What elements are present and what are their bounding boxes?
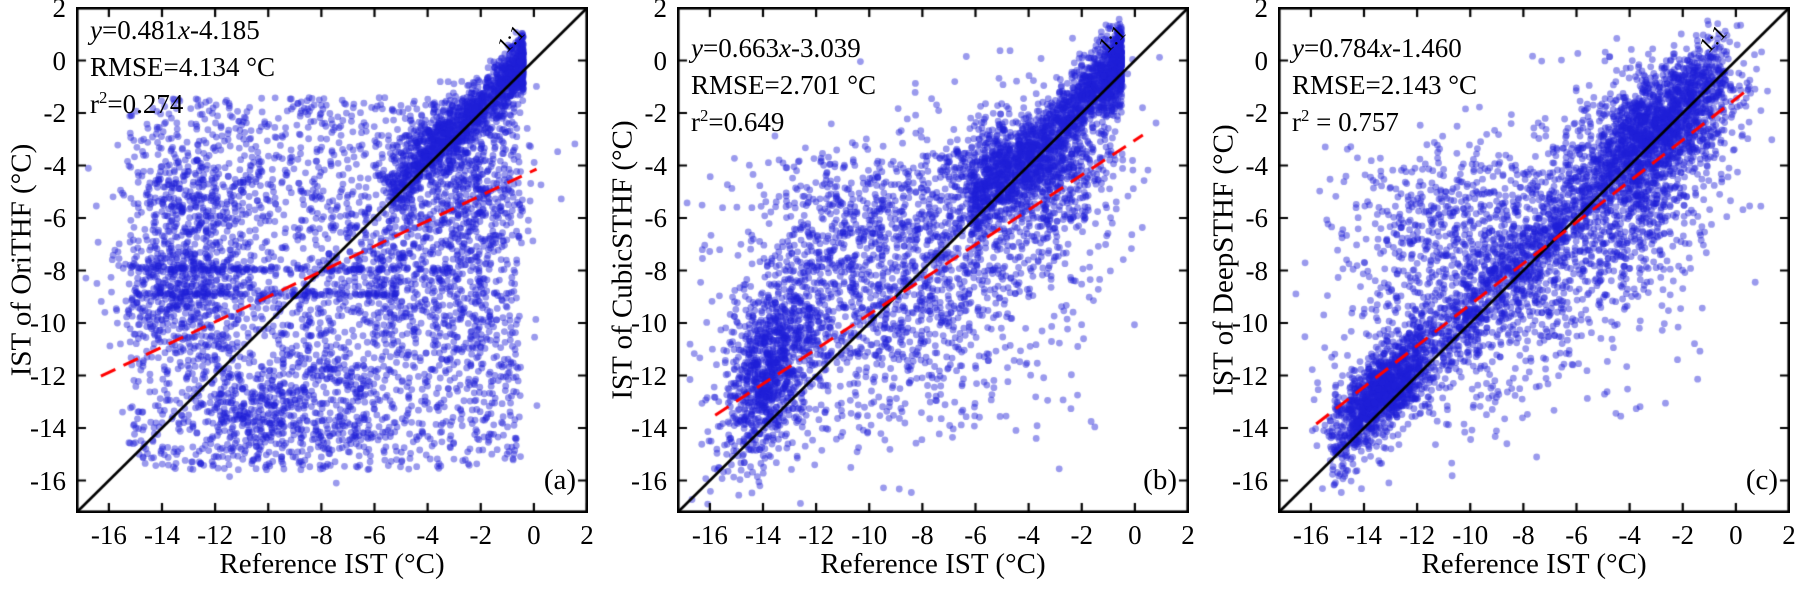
x-tick-label: -6 [1565, 520, 1588, 550]
y-tick-label: -8 [1245, 255, 1269, 286]
y-tick-label: -6 [1245, 203, 1269, 233]
x-tick-label: 2 [1181, 520, 1195, 550]
x-tick-label: -2 [1070, 520, 1094, 550]
y-tick-label: 0 [1254, 45, 1269, 76]
rmse-text: RMSE=4.134 °C [90, 52, 276, 82]
x-tick-label: -4 [1017, 520, 1040, 550]
y-tick-label: -2 [43, 98, 67, 128]
y-tick-label: -6 [644, 203, 668, 233]
y-tick-label: 2 [653, 0, 668, 23]
x-axis-title: Reference IST (°C) [219, 548, 445, 580]
y-tick-label: -14 [1232, 413, 1268, 443]
x-axis-title: Reference IST (°C) [1421, 548, 1647, 580]
x-tick-label: -4 [416, 520, 439, 550]
x-tick-label: -4 [1618, 520, 1641, 550]
x-tick-label: -10 [851, 520, 888, 550]
y-tick-label: -2 [1245, 98, 1269, 128]
equation-text: y=0.481x-4.185 [90, 15, 260, 45]
y-tick-label: -16 [1232, 465, 1268, 496]
x-tick-label: 0 [1729, 520, 1743, 550]
stats-annotation: y=0.784x-1.460 RMSE=2.143 °C r2 = 0.757 [1292, 30, 1477, 141]
panel-tag: (c) [1745, 464, 1778, 496]
rmse-text: RMSE=2.701 °C [691, 70, 877, 100]
r-squared-text: r2 = 0.757 [1292, 106, 1399, 137]
x-tick-label: -2 [469, 520, 493, 550]
panel-c: IST of DeepSTHF (°C) -16 -14 -12 -10 -8 -6 -4-… [1202, 0, 1803, 593]
x-tick-label: -8 [1512, 520, 1535, 550]
stats-annotation: y=0.481x-4.185 RMSE=4.134 °C r2=0.274 [90, 12, 275, 123]
y-tick-label: -2 [644, 98, 668, 128]
x-tick-label: 0 [527, 520, 541, 550]
x-tick-label: 2 [1782, 520, 1796, 550]
y-tick-label: -4 [644, 150, 668, 181]
y-tick-label: -12 [1232, 360, 1268, 391]
x-tick-label: -10 [1452, 520, 1489, 550]
scatter-plot-canvas [76, 7, 588, 513]
x-tick-label: -12 [798, 520, 835, 550]
x-tick-label: -12 [197, 520, 234, 550]
x-tick-label: -16 [691, 520, 728, 550]
y-tick-label: -8 [644, 255, 668, 286]
y-tick-label: -10 [631, 308, 667, 338]
x-tick-label: -8 [911, 520, 934, 550]
y-tick-label: -16 [30, 465, 66, 496]
y-tick-label: -12 [30, 360, 66, 391]
panel-tag: (a) [543, 464, 576, 496]
panel-a: IST of OriTHF (°C) -16 -14 -12 -10 -8 -6 -4 -2 0… [0, 0, 601, 593]
scatter-plot-canvas [677, 7, 1189, 513]
x-tick-label: -2 [1671, 520, 1695, 550]
x-tick-label: -14 [745, 520, 781, 550]
x-tick-label: -14 [1346, 520, 1382, 550]
x-tick-label: -6 [964, 520, 987, 550]
x-tick-label: 0 [1128, 520, 1142, 550]
y-tick-label: -10 [1232, 308, 1268, 338]
panel-b: IST of CubicSTHF (°C) -16 -14 -12 -10 -8 -6 -4… [601, 0, 1202, 593]
y-tick-label: -4 [1245, 150, 1269, 181]
y-tick-label: -10 [30, 308, 66, 338]
x-tick-label: -16 [90, 520, 127, 550]
rmse-text: RMSE=2.143 °C [1292, 70, 1478, 100]
y-tick-label: 0 [653, 45, 668, 76]
y-tick-label: 2 [1254, 0, 1269, 23]
y-tick-label: -6 [43, 203, 67, 233]
y-tick-label: 0 [52, 45, 67, 76]
x-tick-label: -16 [1292, 520, 1329, 550]
y-tick-label: -8 [43, 255, 67, 286]
r-squared-text: r2=0.274 [90, 88, 184, 119]
x-tick-label: -12 [1399, 520, 1436, 550]
x-tick-label: -8 [310, 520, 333, 550]
x-axis-title: Reference IST (°C) [820, 548, 1046, 580]
y-tick-label: -16 [631, 465, 667, 496]
x-tick-label: 2 [580, 520, 594, 550]
stats-annotation: y=0.663x-3.039 RMSE=2.701 °C r2=0.649 [691, 30, 876, 141]
scatter-plot-canvas [1278, 7, 1790, 513]
x-tick-label: -14 [144, 520, 180, 550]
equation-text: y=0.663x-3.039 [691, 33, 861, 63]
y-tick-label: -14 [30, 413, 66, 443]
r-squared-text: r2=0.649 [691, 106, 785, 137]
y-tick-label: 2 [52, 0, 67, 23]
y-tick-label: -14 [631, 413, 667, 443]
panel-tag: (b) [1143, 464, 1177, 496]
x-tick-label: -6 [363, 520, 386, 550]
x-tick-label: -10 [250, 520, 287, 550]
y-tick-label: -12 [631, 360, 667, 391]
equation-text: y=0.784x-1.460 [1292, 33, 1462, 63]
y-tick-label: -4 [43, 150, 67, 181]
